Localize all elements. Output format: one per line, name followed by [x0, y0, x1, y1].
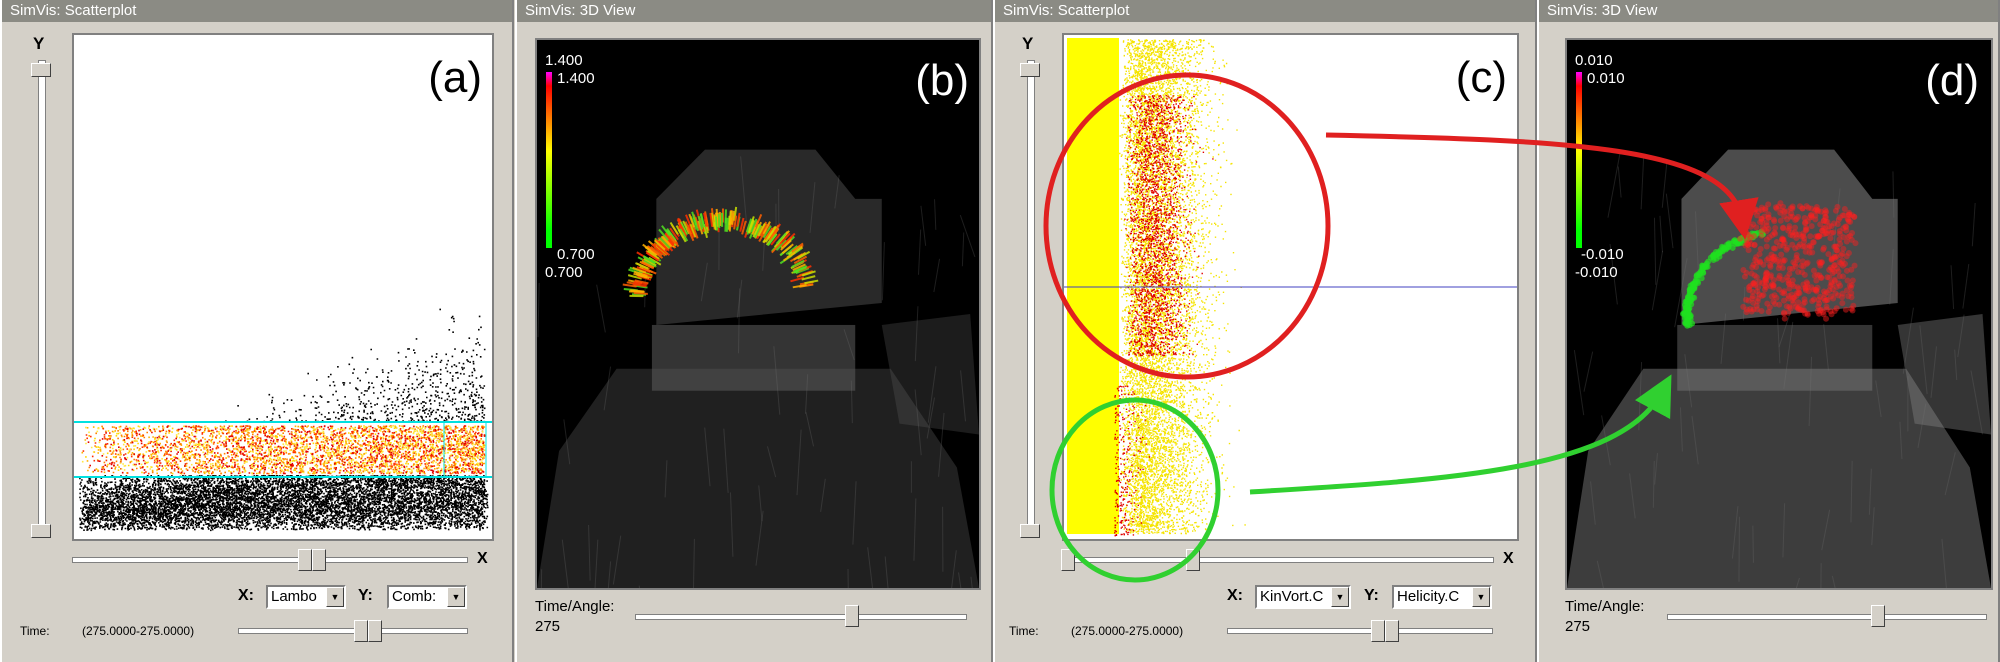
scatterplot-points: [1064, 35, 1517, 539]
time-label: Time:: [20, 624, 50, 638]
time-label: Time:: [1009, 624, 1039, 638]
3d-render-area[interactable]: (b) 1.400 1.400 0.700 0.700: [535, 38, 981, 590]
dropdown-arrow-icon[interactable]: ▼: [447, 587, 465, 607]
colorbar-max-inner-label: 1.400: [557, 70, 595, 87]
window-title: SimVis: Scatterplot: [2, 0, 512, 22]
3d-view-window-d: SimVis: 3D View (d) 0.010 0.010 -0.010 -…: [1537, 0, 2000, 662]
y-attribute-select[interactable]: Comb: ▼: [387, 585, 467, 609]
window-title: SimVis: 3D View: [517, 0, 991, 22]
panel-label: (a): [428, 53, 482, 102]
x-axis-label: X: [477, 550, 488, 567]
dropdown-arrow-icon[interactable]: ▼: [1331, 587, 1349, 607]
time-angle-value: 275: [535, 618, 561, 635]
y-attribute-label: Y:: [1364, 587, 1379, 604]
3d-view-window-b: SimVis: 3D View (b) 1.400 1.400 0.700 0.…: [515, 0, 993, 662]
scatterplot-points: [74, 35, 492, 539]
y-axis-label: Y: [33, 34, 45, 53]
colorbar-min-label: 0.700: [545, 264, 583, 281]
panel-label: (d): [1925, 56, 1979, 105]
y-range-slider-track[interactable]: [38, 60, 46, 536]
time-angle-slider-track[interactable]: [1667, 614, 1987, 620]
x-range-slider-track[interactable]: [72, 557, 468, 563]
time-angle-label: Time/Angle:: [535, 598, 615, 615]
x-axis-label: X: [1503, 550, 1514, 567]
scatterplot-area[interactable]: (a): [72, 33, 494, 541]
y-attribute-value: Comb:: [392, 588, 437, 605]
time-angle-slider-handle[interactable]: [1871, 605, 1885, 627]
time-angle-slider-track[interactable]: [635, 614, 967, 620]
colorbar-max-inner-label: 0.010: [1587, 70, 1625, 87]
dropdown-arrow-icon[interactable]: ▼: [326, 587, 344, 607]
x-attribute-value: KinVort.C: [1260, 588, 1324, 605]
volume-render: [1567, 40, 1991, 588]
colorbar-max-label: 1.400: [545, 52, 583, 69]
y-range-slider-track[interactable]: [1027, 60, 1035, 536]
3d-render-area[interactable]: (d) 0.010 0.010 -0.010 -0.010: [1565, 38, 1993, 590]
time-slider-handle[interactable]: [1385, 620, 1399, 642]
scatterplot-window-a: SimVis: Scatterplot Y (a) X X: Lambo ▼ Y…: [0, 0, 514, 662]
window-title: SimVis: Scatterplot: [995, 0, 1535, 22]
dropdown-arrow-icon[interactable]: ▼: [1472, 587, 1490, 607]
panel-label: (c): [1455, 53, 1507, 102]
x-attribute-select[interactable]: Lambo ▼: [266, 585, 346, 609]
x-attribute-value: Lambo: [271, 588, 317, 605]
y-attribute-label: Y:: [358, 587, 373, 604]
x-attribute-label: X:: [238, 587, 254, 604]
panel-label: (b): [915, 56, 969, 105]
x-attribute-select[interactable]: KinVort.C ▼: [1255, 585, 1351, 609]
colorbar-min-label: -0.010: [1575, 264, 1618, 281]
x-range-slider-track[interactable]: [1062, 557, 1494, 563]
time-range: (275.0000-275.0000): [82, 624, 195, 638]
y-range-slider-top-handle[interactable]: [31, 63, 51, 77]
time-angle-value: 275: [1565, 618, 1591, 635]
time-slider-handle[interactable]: [368, 620, 382, 642]
x-range-slider-left-handle[interactable]: [1061, 549, 1075, 571]
x-range-slider-handle[interactable]: [298, 549, 312, 571]
y-attribute-select[interactable]: Helicity.C ▼: [1392, 585, 1492, 609]
time-angle-slider-handle[interactable]: [845, 605, 859, 627]
x-range-slider-handle[interactable]: [312, 549, 326, 571]
y-axis-label: Y: [1022, 34, 1034, 53]
y-range-slider-top-handle[interactable]: [1020, 63, 1040, 77]
time-slider-handle[interactable]: [354, 620, 368, 642]
colorbar-min-inner-label: 0.700: [557, 246, 595, 263]
volume-render: [537, 40, 979, 588]
scatterplot-window-c: SimVis: Scatterplot Y (c) X X: KinVort.C…: [993, 0, 1537, 662]
scatterplot-area[interactable]: (c): [1062, 33, 1519, 541]
time-range: (275.0000-275.0000): [1071, 624, 1184, 638]
colorbar-max-label: 0.010: [1575, 52, 1613, 69]
colorbar-min-inner-label: -0.010: [1581, 246, 1624, 263]
y-range-slider-bottom-handle[interactable]: [31, 524, 51, 538]
y-attribute-value: Helicity.C: [1397, 588, 1460, 605]
time-slider-handle[interactable]: [1371, 620, 1385, 642]
window-title: SimVis: 3D View: [1539, 0, 1998, 22]
x-range-slider-right-handle[interactable]: [1186, 549, 1200, 571]
time-angle-label: Time/Angle:: [1565, 598, 1645, 615]
y-range-slider-bottom-handle[interactable]: [1020, 524, 1040, 538]
x-attribute-label: X:: [1227, 587, 1243, 604]
time-slider-track[interactable]: [238, 628, 468, 634]
time-slider-track[interactable]: [1227, 628, 1493, 634]
